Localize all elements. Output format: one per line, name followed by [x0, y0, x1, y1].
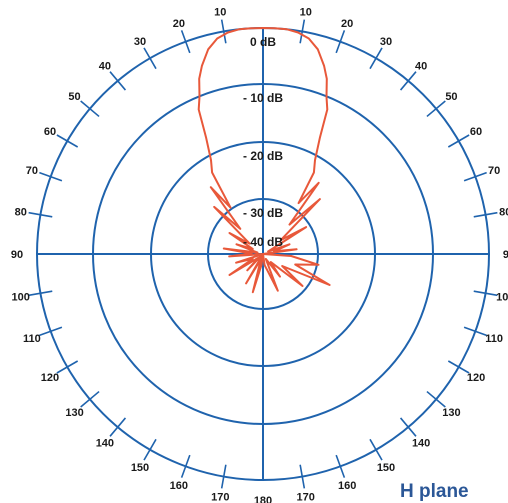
angle-label-left: 120 — [41, 372, 59, 384]
pattern-series-line — [197, 27, 331, 294]
angle-label-right: 10 — [300, 7, 312, 19]
angle-label-right: 30 — [380, 36, 392, 48]
angle-label-right: 50 — [445, 91, 457, 103]
angle-label-right: 170 — [297, 491, 315, 503]
angle-label-right: 40 — [415, 61, 427, 73]
angle-tick — [369, 47, 383, 70]
angle-tick — [463, 326, 487, 337]
polar-grid — [28, 19, 498, 489]
angle-label-right: 70 — [488, 165, 500, 177]
angle-tick — [80, 100, 100, 118]
angle-tick — [220, 464, 227, 489]
angle-label-left: 130 — [65, 407, 83, 419]
angle-tick — [447, 360, 470, 374]
angle-label-left: 160 — [170, 480, 188, 492]
angle-label-left: 80 — [15, 206, 27, 218]
angle-tick — [180, 454, 191, 478]
angle-label-right: 80 — [499, 206, 508, 218]
ring-label: - 10 dB — [243, 91, 283, 105]
angle-label-right: 130 — [442, 407, 460, 419]
angle-label-left: 140 — [96, 437, 114, 449]
angle-tick — [143, 47, 157, 70]
angle-tick — [109, 71, 127, 91]
angle-label-right: 90 — [503, 249, 508, 261]
angle-tick — [109, 417, 127, 437]
ring-label: - 20 dB — [243, 149, 283, 163]
angle-label-left: 100 — [12, 292, 30, 304]
angle-tick — [335, 30, 346, 54]
angle-tick — [39, 171, 63, 182]
angle-tick — [39, 326, 63, 337]
radiation-pattern — [197, 27, 331, 294]
angle-tick — [473, 211, 498, 218]
angle-tick — [463, 171, 487, 182]
angle-tick — [143, 438, 157, 461]
angle-label-right: 140 — [412, 437, 430, 449]
angle-label-left: 10 — [214, 7, 226, 19]
angle-tick — [399, 417, 417, 437]
angle-tick — [299, 19, 306, 44]
angle-label-right: 60 — [470, 126, 482, 138]
angle-label-left: 90 — [11, 249, 23, 261]
angle-label-right: 150 — [377, 462, 395, 474]
angle-tick — [56, 360, 79, 374]
angle-label-left: 30 — [134, 36, 146, 48]
angle-label-right: 100 — [496, 292, 508, 304]
angle-tick — [426, 390, 446, 408]
angle-label-left: 20 — [173, 18, 185, 30]
angle-labels: 10 20 30 40 50 60 70 80 90 100 110 120 130 140 150 160 1… — [11, 7, 508, 503]
angle-label-left: 110 — [23, 333, 41, 345]
angle-label-bottom: 180 — [254, 495, 272, 503]
ring-label: - 30 dB — [243, 206, 283, 220]
angle-tick — [220, 19, 227, 44]
angle-tick — [335, 454, 346, 478]
angle-label-right: 160 — [338, 480, 356, 492]
angle-label-left: 170 — [211, 491, 229, 503]
ring-label: - 40 dB — [243, 235, 283, 249]
angle-tick — [28, 211, 53, 218]
angle-tick — [28, 290, 53, 297]
angle-tick — [299, 464, 306, 489]
angle-tick — [80, 390, 100, 408]
angle-tick — [399, 71, 417, 91]
angle-label-right: 110 — [485, 333, 503, 345]
angle-tick — [180, 30, 191, 54]
angle-label-right: 120 — [467, 372, 485, 384]
angle-tick — [447, 134, 470, 148]
ring-label: 0 dB — [250, 35, 276, 49]
angle-label-left: 150 — [131, 462, 149, 474]
angle-tick — [56, 134, 79, 148]
angle-label-left: 70 — [26, 165, 38, 177]
angle-label-left: 60 — [44, 126, 56, 138]
angle-label-left: 50 — [68, 91, 80, 103]
angle-label-left: 40 — [99, 61, 111, 73]
chart-title: H plane — [400, 481, 469, 502]
angle-tick — [473, 290, 498, 297]
angle-tick — [426, 100, 446, 118]
angle-tick — [369, 438, 383, 461]
ring-labels: 0 dB - 10 dB - 20 dB - 30 dB - 40 dB — [243, 35, 283, 249]
angle-label-right: 20 — [341, 18, 353, 30]
